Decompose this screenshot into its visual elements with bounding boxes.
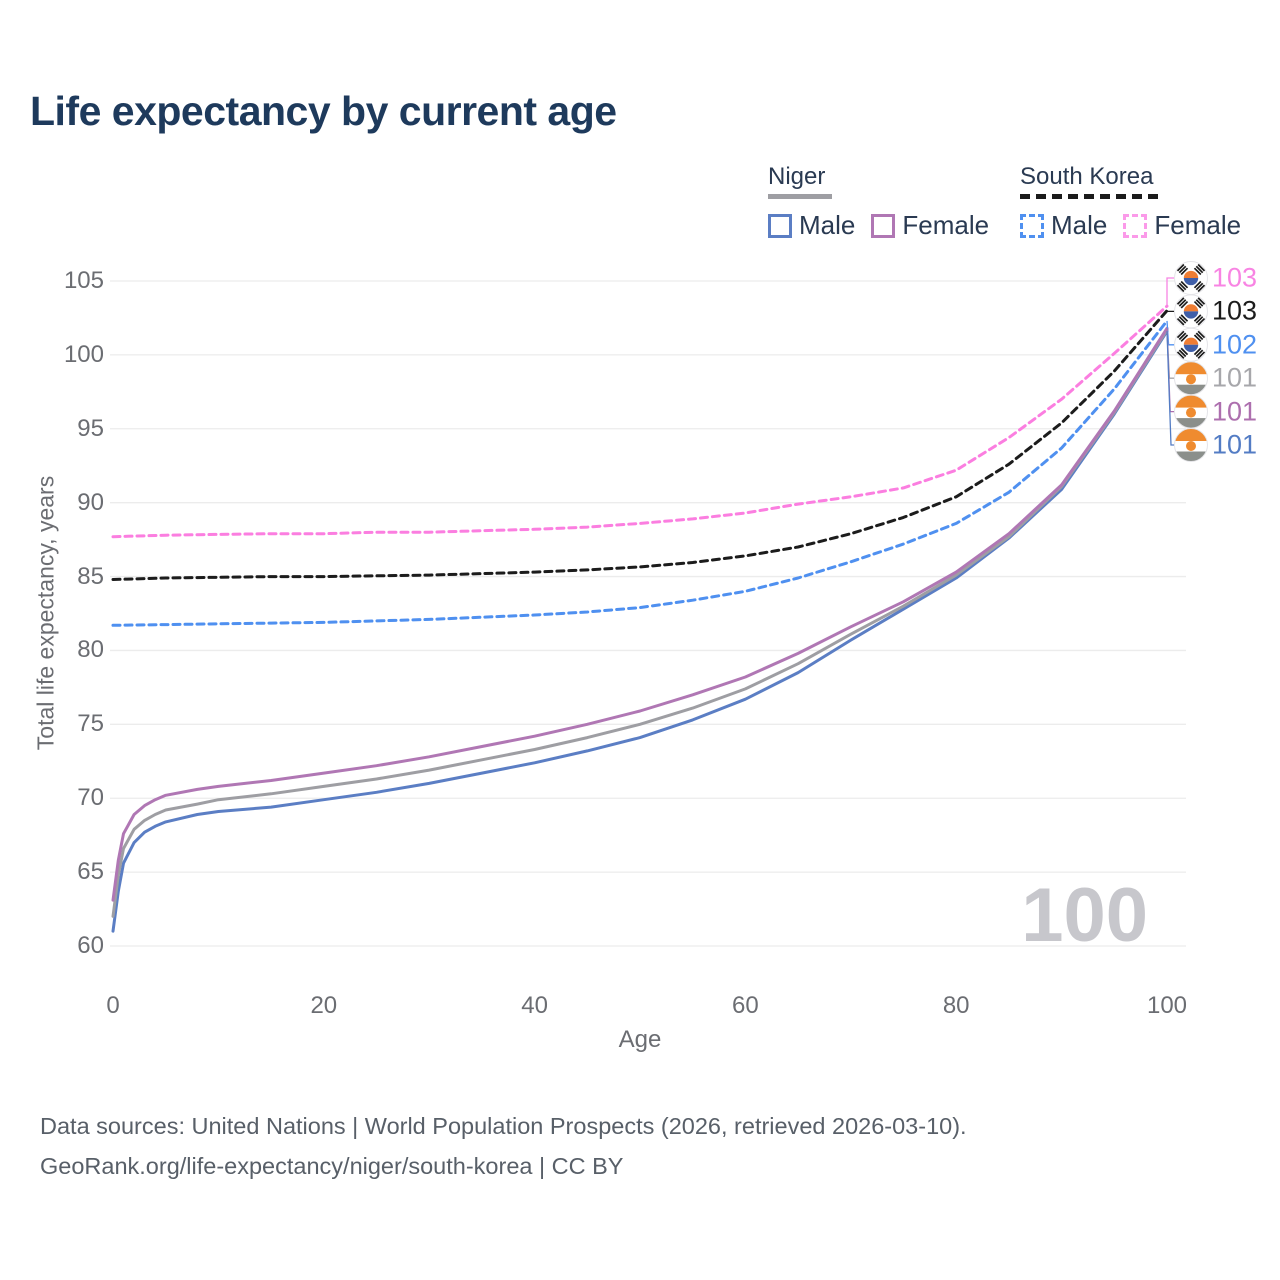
legend-heading-niger: Niger [768,163,826,190]
y-tick-label-60: 60 [77,932,104,959]
end-label-value-sk-total: 103 [1212,295,1258,326]
legend-item-niger-female[interactable]: Female [871,210,989,241]
legend-label-niger-male: Male [799,210,856,240]
flag-icon-south-korea [1174,327,1208,362]
end-label-leader-sk-female [1166,277,1174,307]
legend-swatch-niger-female [871,213,896,238]
x-tick-label-20: 20 [310,992,338,1019]
y-tick-label-75: 75 [77,710,104,738]
legend-label-niger-female: Female [902,210,990,240]
series-line-sk-female [111,304,1169,539]
legend-swatch-sk-male [1020,213,1044,238]
legend-group-niger: Niger Male Female [768,163,989,241]
flag-icon-niger [1174,394,1208,429]
y-axis-title: Total life expectancy, years [32,475,59,751]
footer-data-sources: Data sources: United Nations | World Pop… [40,1113,967,1139]
flag-icon-south-korea [1174,294,1208,329]
flag-icon-south-korea [1174,261,1208,295]
x-tick-label-100: 100 [1146,992,1188,1019]
flag-icon-niger [1174,361,1208,396]
end-label-value-niger-male: 101 [1212,429,1258,460]
legend-label-sk-male: Male [1051,210,1108,240]
y-tick-label-65: 65 [77,858,104,886]
footer-attribution: GeoRank.org/life-expectancy/niger/south-… [40,1153,624,1179]
legend-heading-south-korea: South Korea [1020,163,1154,190]
legend-label-sk-female: Female [1154,210,1242,240]
x-tick-label-0: 0 [106,992,120,1019]
legend-underline-solid [768,194,832,199]
y-tick-label-100: 100 [63,340,104,368]
end-label-value-niger-female: 101 [1212,396,1258,427]
end-label-value-sk-female: 103 [1212,262,1258,293]
legend-swatch-niger-male [768,213,792,238]
end-label-leader-niger-male [1166,331,1174,446]
legend-item-niger-male[interactable]: Male [768,210,855,241]
flag-icon-niger [1174,428,1208,462]
legend-group-south-korea: South Korea Male Female [1020,163,1241,241]
series-line-niger-female [111,326,1169,902]
y-tick-label-80: 80 [77,636,104,664]
end-label-leader-sk-total [1166,310,1174,313]
y-tick-label-105: 105 [63,267,104,294]
legend-item-sk-male[interactable]: Male [1020,210,1107,241]
x-tick-label-80: 80 [942,992,970,1019]
end-label-value-niger-total: 101 [1212,362,1258,393]
legend-item-sk-female[interactable]: Female [1123,210,1241,241]
y-tick-label-90: 90 [77,488,104,516]
footer: Data sources: United Nations | World Pop… [40,1106,967,1186]
x-axis-title: Age [618,1026,662,1053]
series-line-sk-male [111,319,1169,627]
y-tick-label-70: 70 [77,784,104,812]
series-line-niger-total [111,328,1169,918]
legend-underline-dashed [1020,194,1162,199]
end-label-value-sk-male: 102 [1212,329,1258,360]
age-counter-watermark: 100 [1021,873,1148,958]
x-tick-label-40: 40 [521,992,548,1019]
legend-swatch-sk-female [1123,213,1148,238]
page-title: Life expectancy by current age [30,88,617,134]
x-tick-label-60: 60 [732,992,759,1019]
y-tick-label-85: 85 [77,562,104,590]
y-tick-label-95: 95 [77,414,104,442]
series-line-sk-total [111,309,1169,581]
series-line-niger-male [111,329,1169,933]
